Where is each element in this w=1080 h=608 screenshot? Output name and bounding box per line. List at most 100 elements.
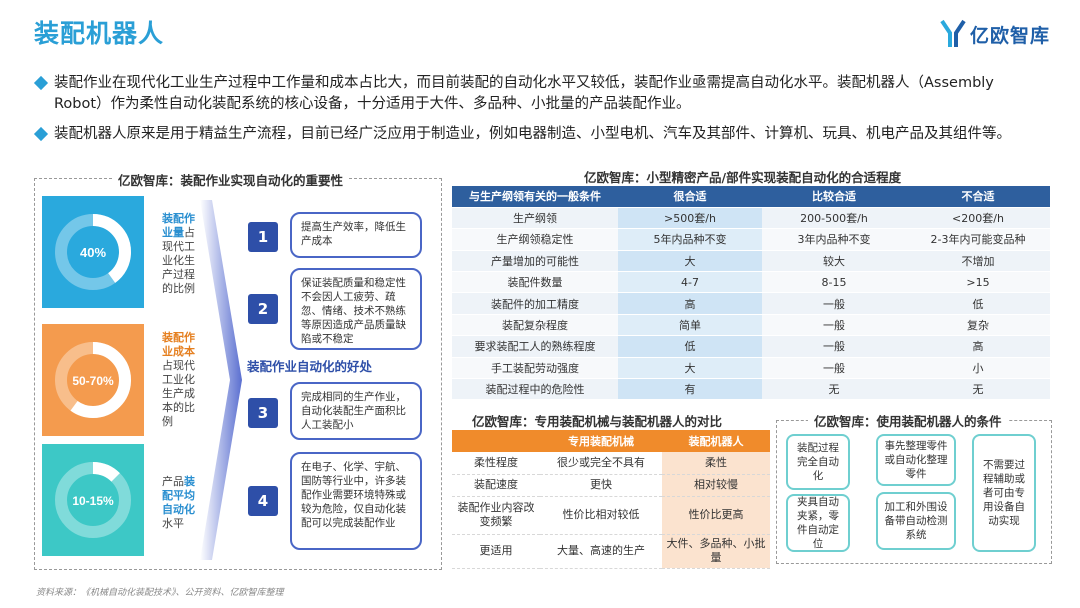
- source-note: 资料来源：《机械自动化装配技术》、公开资料、亿欧智库整理: [36, 588, 284, 598]
- table-row: 柔性程度 很少或完全不具有 柔性: [452, 452, 770, 475]
- stat-value: 50-70%: [72, 374, 114, 388]
- table-row: 装配件的加工精度高一般低: [452, 292, 1050, 315]
- table-cell: 200-500套/h: [762, 207, 906, 230]
- table-cell: 不增加: [906, 250, 1050, 273]
- table-cell: 装配件的加工精度: [452, 292, 618, 315]
- donut-arc: [55, 342, 131, 418]
- donut-gauge-1: 40%: [55, 214, 131, 290]
- left-panel-title: 亿欧智库：装配作业实现自动化的重要性: [112, 170, 350, 189]
- table-row: 要求装配工人的熟练程度低一般高: [452, 335, 1050, 358]
- condition-card: 加工和外围设备带自动检测系统: [876, 492, 956, 550]
- table-row: 装配速度 更快 相对较慢: [452, 474, 770, 497]
- stat-label-rest: 占现代工业化生产成本的比例: [162, 359, 195, 428]
- table-row: 装配过程中的危险性有无无: [452, 378, 1050, 401]
- benefits-label: 装配作业自动化的好处: [247, 359, 373, 374]
- table-cell: 一般: [762, 357, 906, 380]
- chevron-arrow-icon: [200, 200, 242, 560]
- stat-label-automation: 产品装配平均自动化水平: [162, 475, 204, 531]
- table-row: 装配作业内容改变频繁 性价比相对较低 性价比更高: [452, 496, 770, 535]
- table-cell: 复杂: [906, 314, 1050, 337]
- comparison-table: 专用装配机械 装配机器人 柔性程度 很少或完全不具有 柔性 装配速度 更快 相对较慢 装配作…: [452, 430, 770, 569]
- table-row: 生产纲领稳定性 5年内品种不变 3年内品种不变 2-3年内可能变品种: [452, 228, 1050, 251]
- table-cell: 大: [618, 250, 762, 273]
- table-cell: 装配过程中的危险性: [452, 378, 618, 401]
- benefit-card-3: 完成相同的生产作业，自动化装配生产面积比人工装配小: [290, 382, 422, 440]
- stat-box-cost: 50-70%: [42, 324, 144, 436]
- table-cell: 8-15: [762, 271, 906, 294]
- donut-gauge-2: 50-70%: [55, 342, 131, 418]
- table-cell: 低: [906, 292, 1050, 315]
- table-cell: 生产纲领: [452, 207, 618, 230]
- stat-label-cost: 装配作业成本占现代工业化生产成本的比例: [162, 331, 204, 429]
- stat-box-workload: 40%: [42, 196, 144, 308]
- table-cell: 大件、多品种、小批量: [662, 534, 770, 569]
- table-cell: 装配作业内容改变频繁: [452, 496, 540, 535]
- benefit-card-1: 提高生产效率，降低生产成本: [290, 212, 422, 258]
- stat-box-automation: 10-15%: [42, 444, 144, 556]
- stat-label-rest: 占现代工业化生产过程的比例: [162, 226, 195, 295]
- benefit-number: 3: [248, 398, 278, 428]
- table-cell: 无: [762, 378, 906, 401]
- table-cell: >500套/h: [618, 207, 762, 230]
- benefit-number: 4: [248, 486, 278, 516]
- table-cell: 小: [906, 357, 1050, 380]
- table-row: 生产纲领 >500套/h 200-500套/h <200套/h: [452, 207, 1050, 230]
- stat-label-highlight: 装配作业量: [162, 212, 195, 239]
- condition-card: 夹具自动夹紧，零件自动定位: [786, 494, 850, 552]
- table2-title: 亿欧智库：专用装配机械与装配机器人的对比: [472, 414, 723, 429]
- donut-arc: [55, 214, 131, 290]
- condition-card: 装配过程完全自动化: [786, 434, 850, 490]
- table-cell: 性价比相对较低: [540, 496, 662, 535]
- bullet-1: 装配作业在现代化工业生产过程中工作量和成本占比大，而目前装配的自动化水平又较低，…: [33, 73, 1046, 115]
- bullet-text: 装配作业在现代化工业生产过程中工作量和成本占比大，而目前装配的自动化水平又较低，…: [54, 75, 994, 112]
- table-cell: 4-7: [618, 271, 762, 294]
- table-cell: 装配件数量: [452, 271, 618, 294]
- stat-value: 40%: [80, 245, 106, 260]
- benefit-number: 1: [248, 222, 278, 252]
- table-cell: 要求装配工人的熟练程度: [452, 335, 618, 358]
- conditions-title: 亿欧智库：使用装配机器人的条件: [808, 411, 1008, 430]
- table-cell: 有: [618, 378, 762, 401]
- suitability-table: 与生产纲领有关的一般条件 很合适 比较合适 不合适 生产纲领 >500套/h 200…: [452, 186, 1050, 401]
- table-cell: 柔性程度: [452, 452, 540, 475]
- table-cell: 3年内品种不变: [762, 228, 906, 251]
- table1-title: 亿欧智库：小型精密产品/部件实现装配自动化的合适程度: [584, 170, 902, 185]
- table-cell: 大量、高速的生产: [540, 534, 662, 569]
- benefit-card-2: 保证装配质量和稳定性不会因人工疲劳、疏忽、情绪、技术不熟练等原因造成产品质量缺陷…: [290, 268, 422, 350]
- stat-value: 10-15%: [72, 494, 114, 508]
- table-cell: 一般: [762, 292, 906, 315]
- table-cell: 低: [618, 335, 762, 358]
- table-row: 手工装配劳动强度大一般小: [452, 357, 1050, 380]
- table-header-cell: 装配机器人: [662, 430, 770, 452]
- table-cell: 5年内品种不变: [618, 228, 762, 251]
- benefit-number: 2: [248, 294, 278, 324]
- table-row: 更适用 大量、高速的生产 大件、多品种、小批量: [452, 534, 770, 569]
- table-cell: 性价比更高: [662, 496, 770, 535]
- diamond-bullet-icon: [33, 126, 49, 142]
- stat-label-prefix: 产品: [162, 475, 184, 488]
- condition-card: 事先整理零件或自动化整理零件: [876, 434, 956, 486]
- table-cell: 生产纲领稳定性: [452, 228, 618, 251]
- table-row: 装配复杂程度 简单 一般 复杂: [452, 314, 1050, 337]
- table-cell: 高: [618, 292, 762, 315]
- brand-logo: 亿欧智库: [940, 16, 1060, 52]
- table-header-cell: 专用装配机械: [540, 430, 662, 452]
- table-cell: 很少或完全不具有: [540, 452, 662, 475]
- logo-text: 亿欧智库: [970, 24, 1051, 47]
- bullet-2: 装配机器人原来是用于精益生产流程，目前已经广泛应用于制造业，例如电器制造、小型电…: [33, 124, 1046, 145]
- table-header-cell: 不合适: [906, 186, 1050, 208]
- stat-label-highlight: 装配作业成本: [162, 331, 195, 358]
- table-cell: 相对较慢: [662, 474, 770, 497]
- table-header-cell: 很合适: [618, 186, 762, 208]
- table-cell: 无: [906, 378, 1050, 401]
- table-cell: 产量增加的可能性: [452, 250, 618, 273]
- table-header-cell: [452, 430, 540, 452]
- condition-card: 不需要过程辅助或者可由专用设备自动实现: [972, 434, 1036, 552]
- table-cell: 高: [906, 335, 1050, 358]
- table-cell: 柔性: [662, 452, 770, 475]
- table-cell: 一般: [762, 335, 906, 358]
- table-row: 产量增加的可能性大较大 不增加: [452, 250, 1050, 273]
- diamond-bullet-icon: [33, 75, 49, 91]
- table-cell: 装配速度: [452, 474, 540, 497]
- table-cell: 装配复杂程度: [452, 314, 618, 337]
